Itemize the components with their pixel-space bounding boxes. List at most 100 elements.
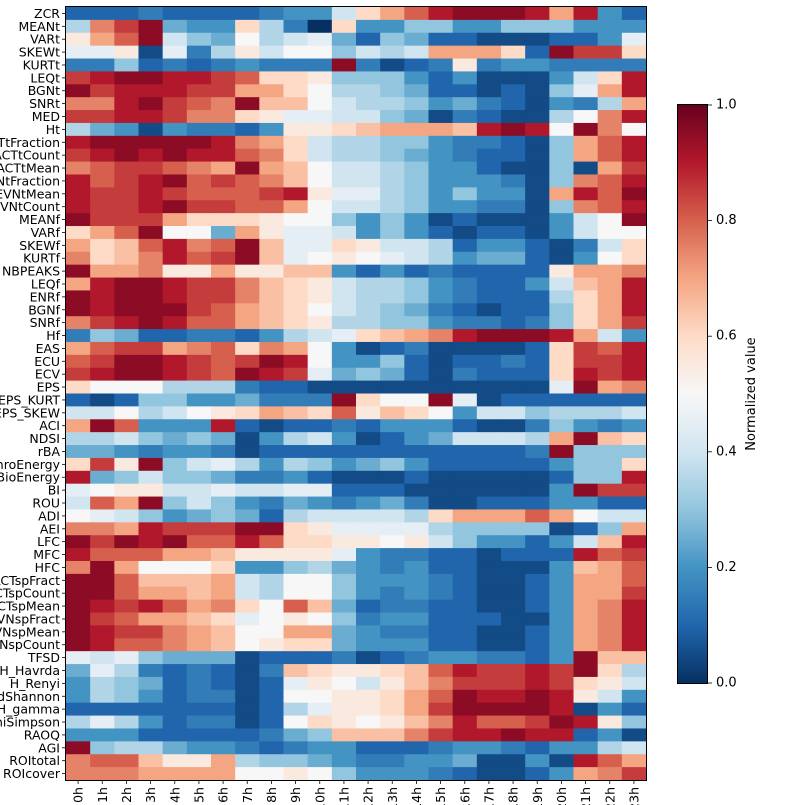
heatmap-cell xyxy=(114,251,140,266)
heatmap-cell xyxy=(404,32,430,47)
heatmap-cell xyxy=(476,316,502,330)
heatmap-cell xyxy=(621,689,647,704)
heatmap-cell xyxy=(307,277,333,292)
heatmap-cell xyxy=(428,548,454,562)
heatmap-cell xyxy=(162,419,188,433)
heatmap-cell xyxy=(186,406,212,420)
heatmap-cell xyxy=(235,676,260,691)
heatmap-cell xyxy=(259,303,285,317)
heatmap-cell xyxy=(452,354,478,369)
y-tick-label: VARt xyxy=(30,32,60,47)
heatmap-cell xyxy=(573,728,599,742)
heatmap-cell xyxy=(186,174,212,188)
heatmap-cell xyxy=(235,19,260,34)
heatmap-cell xyxy=(259,238,285,253)
heatmap-cell xyxy=(621,483,647,498)
heatmap-cell xyxy=(476,767,502,781)
heatmap-cell xyxy=(621,754,647,768)
heatmap-cell xyxy=(380,58,405,73)
heatmap-cell xyxy=(356,161,381,176)
heatmap-cell xyxy=(476,728,502,742)
heatmap-cell xyxy=(259,329,285,343)
heatmap-cell xyxy=(186,316,212,330)
heatmap-cell xyxy=(307,612,333,626)
heatmap-cell xyxy=(211,161,236,176)
heatmap-cell xyxy=(380,483,405,498)
heatmap-cell xyxy=(573,651,599,665)
heatmap-cell xyxy=(525,509,550,523)
heatmap-cell xyxy=(621,573,647,588)
heatmap-cell xyxy=(114,174,140,188)
heatmap-cell xyxy=(380,599,405,614)
heatmap-cell xyxy=(235,612,260,626)
heatmap-cell xyxy=(186,741,212,755)
heatmap-cell xyxy=(90,303,115,317)
heatmap-cell xyxy=(380,200,405,214)
heatmap-cell xyxy=(162,380,188,395)
heatmap-cell xyxy=(525,367,550,382)
heatmap-cell xyxy=(235,380,260,395)
heatmap-cell xyxy=(476,45,502,60)
heatmap-cell xyxy=(331,432,357,446)
heatmap-cell xyxy=(66,715,91,730)
heatmap-cell xyxy=(476,573,502,588)
heatmap-cell xyxy=(404,715,430,730)
heatmap-cell xyxy=(138,754,164,768)
heatmap-cell xyxy=(356,689,381,704)
heatmap-cell xyxy=(90,767,115,781)
heatmap-cell xyxy=(476,432,502,446)
heatmap-cell xyxy=(428,380,454,395)
heatmap-cell xyxy=(211,754,236,768)
heatmap-cell xyxy=(114,213,140,227)
heatmap-cell xyxy=(549,715,575,730)
heatmap-cell xyxy=(428,32,454,47)
heatmap-cell xyxy=(452,496,478,511)
x-tick-label: 22h xyxy=(602,787,617,805)
heatmap-cell xyxy=(331,148,357,163)
heatmap-cell xyxy=(307,226,333,240)
heatmap-cell xyxy=(501,58,526,73)
heatmap-cell xyxy=(307,187,333,201)
heatmap-cell xyxy=(501,264,526,279)
heatmap-cell xyxy=(331,625,357,639)
heatmap-cell xyxy=(283,586,309,601)
heatmap-cell xyxy=(525,638,550,652)
heatmap-cell xyxy=(356,715,381,730)
heatmap-cell xyxy=(452,715,478,730)
heatmap-cell xyxy=(138,238,164,253)
y-tick-label: AEI xyxy=(40,521,60,536)
heatmap-cell xyxy=(331,200,357,214)
heatmap-cell xyxy=(138,174,164,188)
heatmap-cell xyxy=(138,354,164,369)
heatmap-cell xyxy=(573,380,599,395)
heatmap-cell xyxy=(259,445,285,459)
heatmap-cell xyxy=(525,445,550,459)
heatmap-cell xyxy=(476,715,502,730)
heatmap-cell xyxy=(211,110,236,124)
heatmap-cell xyxy=(452,560,478,575)
heatmap-cell xyxy=(380,715,405,730)
heatmap-cell xyxy=(597,251,623,266)
heatmap-cell xyxy=(597,135,623,150)
heatmap-cell xyxy=(138,161,164,176)
heatmap-cell xyxy=(356,110,381,124)
heatmap-cell xyxy=(501,754,526,768)
heatmap-cell xyxy=(428,71,454,85)
heatmap-cell xyxy=(476,754,502,768)
heatmap-cell xyxy=(186,676,212,691)
heatmap-cell xyxy=(114,122,140,137)
heatmap-cell xyxy=(259,97,285,111)
heatmap-cell xyxy=(66,97,91,111)
heatmap-cell xyxy=(235,535,260,549)
heatmap-cell xyxy=(186,457,212,472)
heatmap-cell xyxy=(621,341,647,356)
heatmap-cell xyxy=(283,676,309,691)
heatmap-cell xyxy=(476,187,502,201)
heatmap-cell xyxy=(66,676,91,691)
heatmap-cell xyxy=(114,316,140,330)
heatmap-cell xyxy=(331,110,357,124)
heatmap-cell xyxy=(331,380,357,395)
heatmap-cell xyxy=(549,560,575,575)
heatmap-cell xyxy=(452,664,478,678)
heatmap-cell xyxy=(452,277,478,292)
